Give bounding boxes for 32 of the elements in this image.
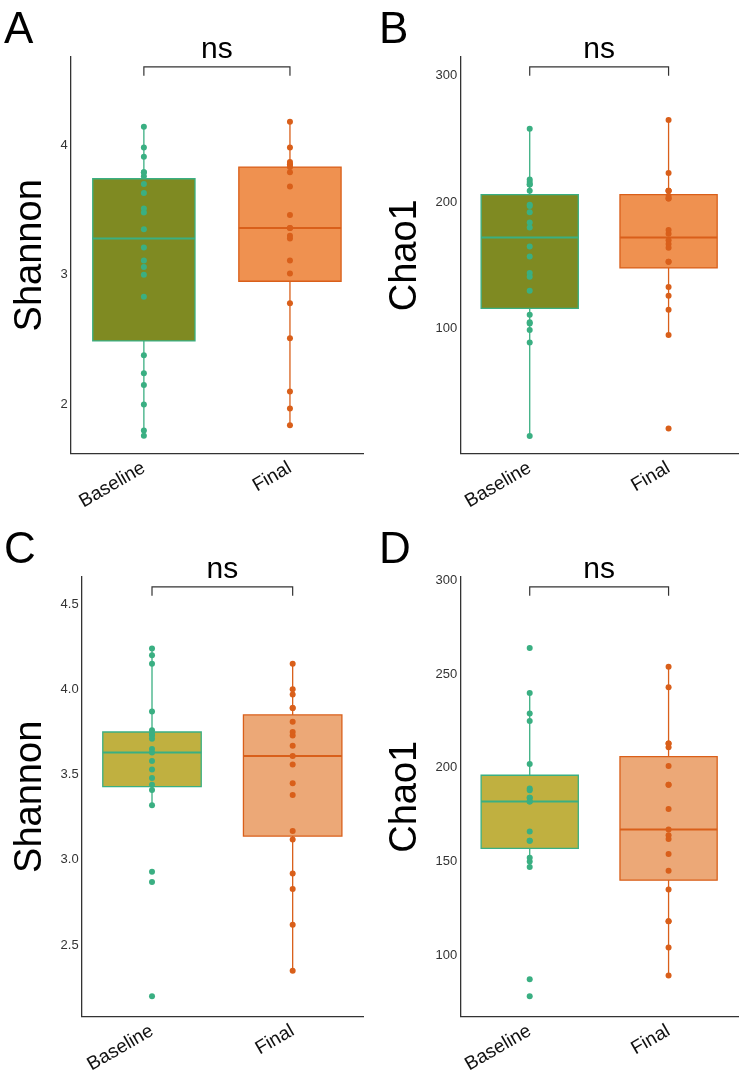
annotation: ns xyxy=(583,31,615,65)
y-tick-label: 250 xyxy=(435,665,458,681)
y-tick-label: 200 xyxy=(435,759,458,775)
x-tick-label: Final xyxy=(248,456,295,496)
y-tick-label: 2 xyxy=(60,396,68,412)
y-tick-label: 150 xyxy=(435,852,458,868)
y-tick-label: 100 xyxy=(435,320,458,336)
chart-title: B xyxy=(379,2,409,52)
x-tick-label: Final xyxy=(251,1019,298,1059)
y-axis-title: Shannon xyxy=(7,179,50,332)
y-axis-title: Chao1 xyxy=(382,199,425,312)
y-tick-label: 3 xyxy=(60,266,68,282)
y-tick-label: 4 xyxy=(60,136,68,152)
x-tick-label: Final xyxy=(627,1019,674,1059)
y-tick-label: 4.5 xyxy=(60,595,79,611)
chart-title: A xyxy=(4,2,34,52)
x-tick-label: Final xyxy=(627,456,674,496)
chart-title: C xyxy=(4,522,36,572)
y-axis-title: Shannon xyxy=(7,720,50,873)
y-tick-label: 300 xyxy=(435,572,458,588)
y-axis-title: Chao1 xyxy=(382,740,425,853)
y-tick-label: 200 xyxy=(435,193,458,209)
y-tick-label: 4.0 xyxy=(60,680,79,696)
annotation: ns xyxy=(201,31,233,65)
y-tick-label: 100 xyxy=(435,946,458,962)
annotation: ns xyxy=(583,551,615,585)
y-tick-label: 2.5 xyxy=(60,936,79,952)
y-tick-label: 300 xyxy=(435,67,458,83)
y-tick-label: 3.5 xyxy=(60,766,79,782)
chart-title: D xyxy=(379,522,411,572)
annotation: ns xyxy=(206,551,239,585)
y-tick-label: 3.0 xyxy=(60,851,79,867)
